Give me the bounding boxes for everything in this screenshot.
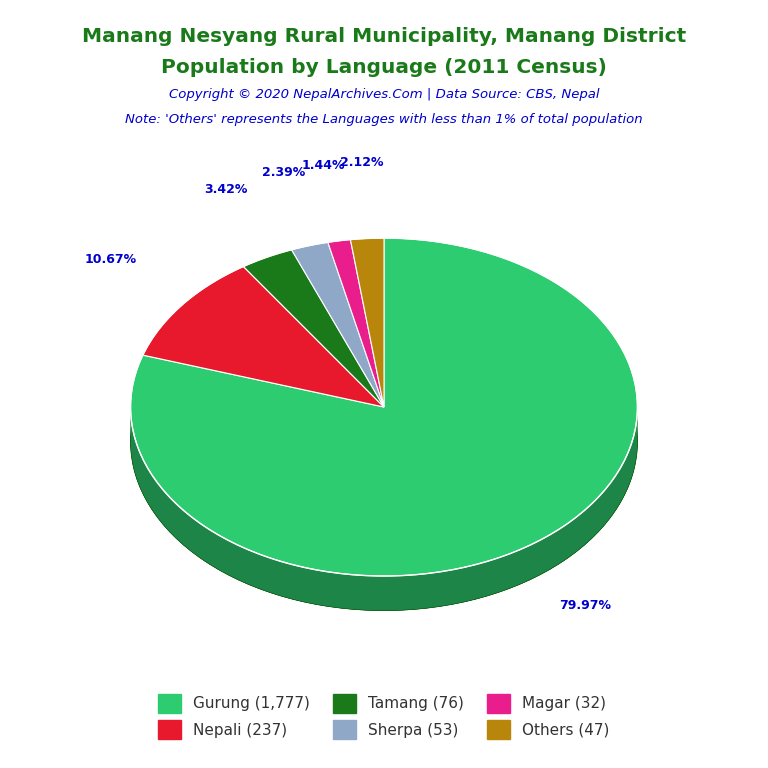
Text: 2.39%: 2.39% bbox=[262, 167, 305, 180]
Text: Note: 'Others' represents the Languages with less than 1% of total population: Note: 'Others' represents the Languages … bbox=[125, 113, 643, 126]
Text: Copyright © 2020 NepalArchives.Com | Data Source: CBS, Nepal: Copyright © 2020 NepalArchives.Com | Dat… bbox=[169, 88, 599, 101]
Text: 10.67%: 10.67% bbox=[85, 253, 137, 266]
Text: 2.12%: 2.12% bbox=[339, 156, 383, 169]
Text: 79.97%: 79.97% bbox=[559, 598, 611, 611]
Legend: Gurung (1,777), Nepali (237), Tamang (76), Sherpa (53), Magar (32), Others (47): Gurung (1,777), Nepali (237), Tamang (76… bbox=[152, 688, 616, 745]
Text: Manang Nesyang Rural Municipality, Manang District: Manang Nesyang Rural Municipality, Manan… bbox=[82, 27, 686, 46]
Text: 3.42%: 3.42% bbox=[204, 184, 247, 197]
Text: 1.44%: 1.44% bbox=[302, 160, 345, 173]
Text: Population by Language (2011 Census): Population by Language (2011 Census) bbox=[161, 58, 607, 77]
